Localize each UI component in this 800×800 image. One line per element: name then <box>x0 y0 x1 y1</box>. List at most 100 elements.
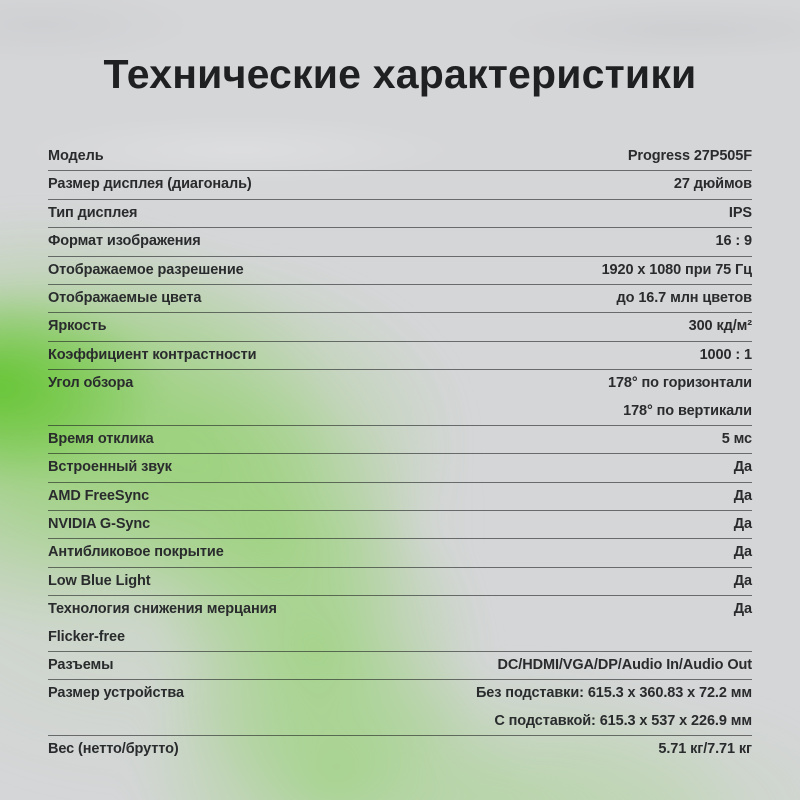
spec-value: Да <box>733 572 752 589</box>
spec-row: Отображаемое разрешение 1920 x 1080 при 7… <box>48 257 752 285</box>
spec-label-column: Угол обзора <box>48 370 133 397</box>
spec-value: Да <box>733 516 752 533</box>
spec-label: Коэффициент контрастности <box>48 346 257 363</box>
spec-value: DC/HDMI/VGA/DP/Audio In/Audio Out <box>497 657 753 674</box>
spec-label-column: AMD FreeSync <box>48 483 149 510</box>
spec-label: Технология снижения мерцания <box>48 601 277 618</box>
spec-label: Тип дисплея <box>48 204 138 221</box>
spec-value: Да <box>733 601 752 618</box>
spec-label-column: Разъемы <box>48 652 114 679</box>
spec-label: NVIDIA G-Sync <box>48 516 151 533</box>
spec-label: Модель <box>48 148 104 164</box>
spec-label: Встроенный звук <box>48 459 172 476</box>
spec-value-column: 1920 x 1080 при 75 Гц <box>601 257 753 284</box>
spec-label-column: Размер устройства <box>48 680 184 707</box>
spec-label-column: Отображаемое разрешение <box>48 257 244 284</box>
spec-table: Модель Progress 27P505F Размер дисплея (ди… <box>48 143 752 764</box>
spec-value-column: Без подставки: 615.3 x 360.83 x 72.2 мм С… <box>476 680 752 735</box>
spec-value-column: DC/HDMI/VGA/DP/Audio In/Audio Out <box>497 652 753 679</box>
spec-value: 178° по горизонтали <box>608 375 752 392</box>
spec-row: Яркость 300 кд/м² <box>48 313 752 342</box>
spec-value-column: Progress 27P505F <box>628 143 752 170</box>
spec-value: Да <box>733 544 752 561</box>
spec-value: Да <box>733 487 752 504</box>
spec-row: Формат изображения 16 : 9 <box>48 228 753 257</box>
spec-label-column: Встроенный звук <box>48 454 172 481</box>
spec-value: С подставкой: 615.3 x 537 x 226.9 мм <box>494 712 752 729</box>
spec-label: Антибликовое покрытие <box>48 544 224 561</box>
spec-row: Тип дисплея IPS <box>48 200 752 229</box>
spec-row: Антибликовое покрытие Да <box>48 539 752 568</box>
spec-value: 16 : 9 <box>715 233 753 250</box>
spec-value-column: 178° по горизонтали 178° по вертикали <box>608 370 752 425</box>
spec-label-column: Тип дисплея <box>48 200 137 227</box>
spec-value-column: 27 дюймов <box>674 171 752 198</box>
spec-value-column: до 16.7 млн цветов <box>616 285 753 312</box>
spec-row: NVIDIA G-Sync Да <box>48 511 752 540</box>
spec-label: Размер устройства <box>48 685 184 702</box>
spec-label-column: Размер дисплея (диагональ) <box>48 171 252 198</box>
spec-label: Low Blue Light <box>48 572 151 589</box>
spec-row: Разъемы DC/HDMI/VGA/DP/Audio In/Audio Out <box>48 652 753 681</box>
spec-label-column: Вес (нетто/брутто) <box>48 736 179 763</box>
spec-label: Формат изображения <box>48 233 201 250</box>
spec-row: Угол обзора 178° по горизонтали 178° по ве… <box>48 370 752 426</box>
spec-label-column: Модель <box>48 143 104 170</box>
spec-label: Время отклика <box>48 430 154 447</box>
spec-row: Технология снижения мерцания Flicker-free… <box>48 596 752 653</box>
spec-label-column: Антибликовое покрытие <box>48 539 224 566</box>
spec-label-column: Формат изображения <box>48 228 201 255</box>
spec-row: Вес (нетто/брутто) 5.71 кг/7.71 кг <box>48 736 752 763</box>
spec-label: Flicker-free <box>48 628 125 645</box>
spec-value: Progress 27P505F <box>627 148 752 164</box>
spec-row: Low Blue Light Да <box>48 568 752 597</box>
spec-label-column: Отображаемые цвета <box>48 285 202 312</box>
spec-row: AMD FreeSync Да <box>48 483 752 512</box>
spec-value: IPS <box>728 204 752 221</box>
spec-label: AMD FreeSync <box>48 487 150 504</box>
spec-label: Вес (нетто/брутто) <box>48 741 179 758</box>
spec-value: 27 дюймов <box>673 176 752 193</box>
spec-label: Разъемы <box>48 657 114 674</box>
spec-row: Встроенный звук Да <box>48 454 752 483</box>
spec-label-column: Коэффициент контрастности <box>48 342 257 369</box>
spec-row: Модель Progress 27P505F <box>48 143 752 172</box>
spec-row: Размер устройства Без подставки: 615.3 x … <box>48 680 752 737</box>
spec-value: 300 кд/м² <box>688 318 752 335</box>
spec-label: Отображаемые цвета <box>48 289 202 306</box>
spec-label: Отображаемое разрешение <box>48 261 244 278</box>
spec-row: Отображаемые цвета до 16.7 млн цветов <box>48 285 753 314</box>
spec-row: Размер дисплея (диагональ) 27 дюймов <box>48 171 752 200</box>
spec-value: 1000 : 1 <box>699 346 753 363</box>
spec-label-column: Low Blue Light <box>48 568 151 595</box>
spec-value: до 16.7 млн цветов <box>616 289 753 306</box>
spec-label: Размер дисплея (диагональ) <box>48 176 252 193</box>
page-title: Технические характеристики <box>103 51 697 97</box>
spec-label: Яркость <box>48 318 107 335</box>
spec-value-column: 16 : 9 <box>715 228 753 255</box>
spec-value-column: Да <box>734 596 752 623</box>
spec-value: 1920 x 1080 при 75 Гц <box>601 261 753 278</box>
spec-value-column: Да <box>734 539 752 566</box>
spec-value: 5 мс <box>721 430 752 447</box>
spec-label-column: NVIDIA G-Sync <box>48 511 150 538</box>
spec-value: Без подставки: 615.3 x 360.83 x 72.2 мм <box>475 685 752 702</box>
spec-value-column: Да <box>734 568 752 595</box>
spec-value-column: Да <box>734 454 752 481</box>
spec-value-column: Да <box>734 483 752 510</box>
spec-label-column: Яркость <box>48 313 106 340</box>
spec-label-column: Технология снижения мерцания Flicker-free <box>48 596 277 651</box>
spec-value-column: 5 мс <box>722 426 752 453</box>
spec-label: Угол обзора <box>48 375 134 392</box>
spec-label-column: Время отклика <box>48 426 154 453</box>
spec-value: 178° по вертикали <box>623 402 752 419</box>
spec-value-column: 1000 : 1 <box>699 342 753 369</box>
spec-value: Да <box>733 459 752 476</box>
spec-value-column: Да <box>734 511 752 538</box>
spec-value-column: 5.71 кг/7.71 кг <box>658 736 752 763</box>
spec-row: Коэффициент контрастности 1000 : 1 <box>48 342 753 371</box>
spec-value-column: IPS <box>729 200 752 227</box>
